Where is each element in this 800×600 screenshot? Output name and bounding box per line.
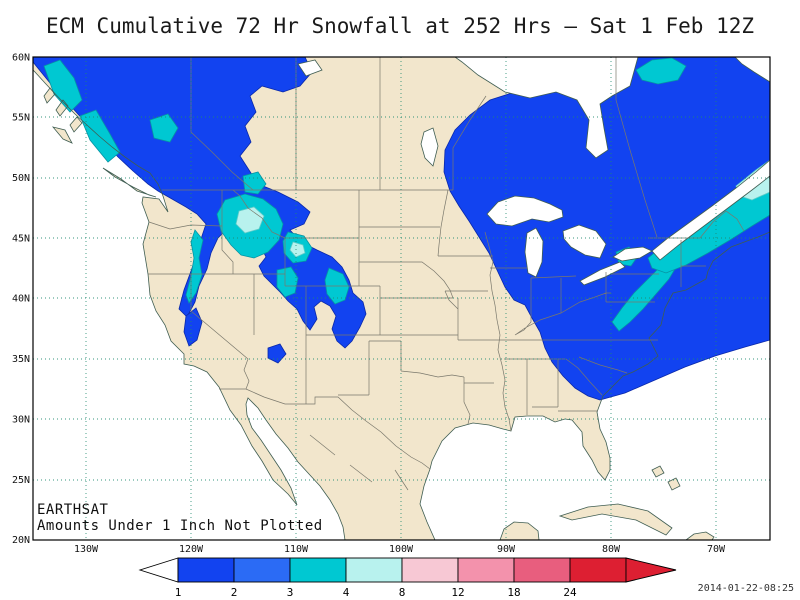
snowfall-utah [276,266,299,298]
lat-label: 50N [12,173,30,184]
ungava-bay [734,57,770,83]
legend-box [345,557,403,583]
lat-label: 20N [12,535,30,546]
grid-lines [33,57,770,540]
legend-box [401,557,459,583]
lake-athabasca [297,59,323,77]
timestamp: 2014-01-22-08:25 [697,583,794,594]
lon-label: 70W [707,544,726,555]
lake-huron [562,224,607,259]
legend-box [177,557,235,583]
lake-ontario [612,246,653,262]
lat-label: 60N [12,53,30,64]
lon-label: 90W [497,544,516,555]
color-scale-legend: 1 2 3 4 8 12 18 24 [138,557,677,599]
hudson-bay [454,57,639,159]
water-bodies [297,57,770,286]
st-lawrence-river [651,159,770,261]
legend-value: 1 [175,586,182,599]
lon-label: 120W [179,544,204,555]
lon-label: 100W [389,544,414,555]
page-title: ECM Cumulative 72 Hr Snowfall at 252 Hrs… [45,14,754,38]
legend-value: 12 [451,586,464,599]
lake-michigan [524,227,544,278]
legend-box [513,557,571,583]
legend-value: 24 [563,586,577,599]
legend-arrow-right [625,557,677,583]
lat-label: 30N [12,415,30,426]
legend-value: 2 [231,586,238,599]
lat-label: 45N [12,234,30,245]
earthsat-watermark: EARTHSAT [37,502,109,518]
map-frame [32,56,771,541]
legend-value: 3 [287,586,294,599]
lat-label: 35N [12,354,30,365]
legend-box [289,557,347,583]
longitude-axis: 130W 120W 110W 100W 90W 80W 70W [74,544,726,555]
lat-label: 55N [12,113,30,124]
legend-box [457,557,515,583]
snowfall-region-sierra [183,307,203,347]
lake-winnipeg [420,127,439,167]
legend-box [233,557,291,583]
legend-value: 8 [399,586,406,599]
legend-value: 4 [343,586,350,599]
lake-erie [579,261,626,286]
lon-label: 80W [602,544,621,555]
lon-label: 110W [284,544,309,555]
legend-arrow-left [138,557,179,583]
lake-superior [486,195,564,227]
plot-note: Amounts Under 1 Inch Not Plotted [37,518,323,534]
map-annotations: EARTHSAT Amounts Under 1 Inch Not Plotte… [37,502,323,534]
lat-label: 40N [12,294,30,305]
lat-label: 25N [12,475,30,486]
snowfall-region-arizona [267,343,287,364]
legend-value: 18 [507,586,520,599]
legend-box [569,557,627,583]
lon-label: 130W [74,544,99,555]
latitude-axis: 60N 55N 50N 45N 40N 35N 30N 25N 20N [12,53,30,547]
